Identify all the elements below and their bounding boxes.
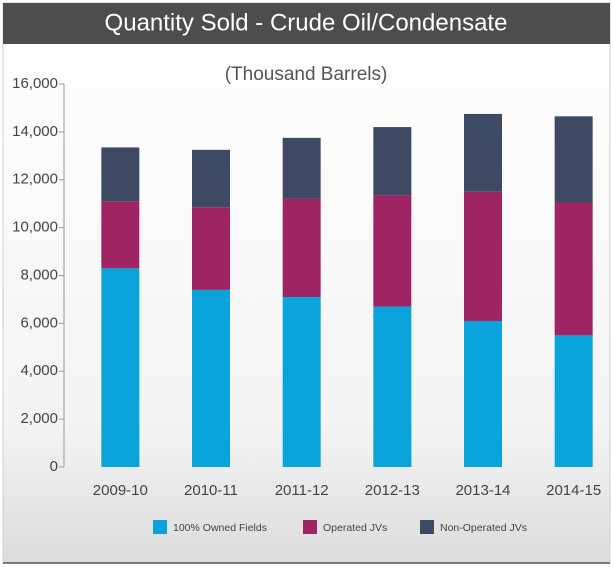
bar-segment (464, 113, 502, 192)
y-tick-label: 12,000 (12, 171, 58, 188)
bar-segment (282, 137, 321, 199)
y-tick-label: 10,000 (12, 219, 58, 236)
chart-subtitle: (Thousand Barrels) (225, 64, 388, 85)
x-tick-label: 2009-10 (93, 482, 148, 499)
y-tick-label: 14,000 (12, 123, 58, 140)
bar-segment (192, 149, 230, 208)
x-tick-label: 2012-13 (365, 482, 420, 499)
y-tick-label: 6,000 (20, 314, 58, 331)
bar-segment (282, 297, 321, 467)
bar-segment (101, 201, 140, 269)
bar-segment (192, 289, 230, 467)
bar-segment (554, 202, 593, 336)
x-tick-label: 2013-14 (455, 482, 510, 499)
y-tick-label: 2,000 (20, 410, 58, 427)
bar-segment (373, 306, 412, 467)
y-tick-label: 16,000 (12, 75, 58, 92)
legend-swatch (303, 520, 317, 534)
bar-segment (464, 320, 502, 467)
bar-segment (554, 116, 593, 203)
y-tick-label: 4,000 (20, 362, 58, 379)
bar-segment (554, 335, 593, 467)
bar-segment (373, 195, 412, 307)
y-tick-label: 8,000 (20, 266, 58, 283)
x-tick-label: 2010-11 (184, 482, 238, 499)
bar-segment (373, 127, 412, 196)
bar-segment (101, 268, 140, 467)
chart-title: Quantity Sold - Crude Oil/Condensate (105, 9, 508, 36)
x-tick-label: 2014-15 (546, 482, 601, 499)
legend-label: Operated JVs (323, 522, 387, 534)
bar-segment (192, 207, 230, 290)
legend-swatch (420, 520, 434, 534)
x-tick-label: 2011-12 (275, 482, 329, 499)
legend-swatch (153, 520, 167, 534)
legend-label: 100% Owned Fields (173, 522, 267, 534)
legend-label: Non-Operated JVs (440, 522, 527, 534)
y-tick-label: 0 (50, 458, 58, 475)
bar-segment (101, 147, 140, 202)
bar-segment (282, 198, 321, 298)
title-bar (3, 3, 610, 44)
bar-segment (464, 191, 502, 321)
